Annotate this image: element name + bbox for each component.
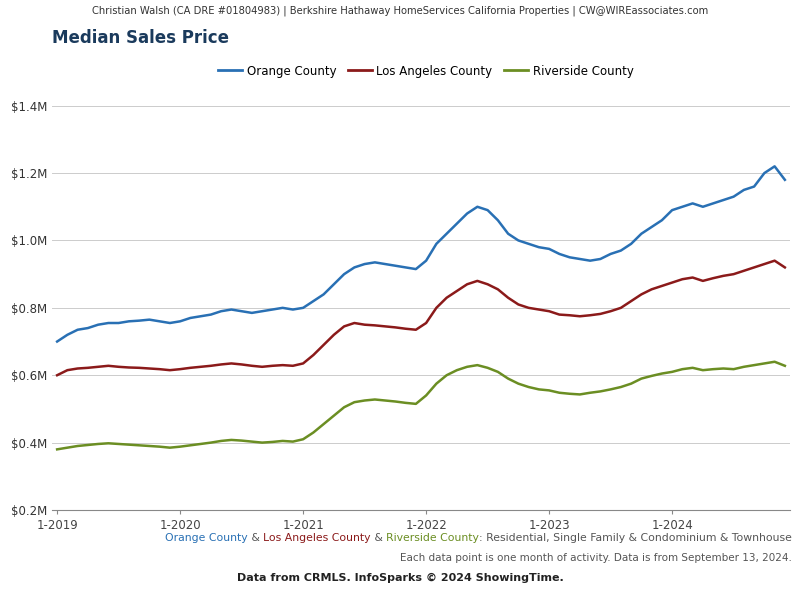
Text: Christian Walsh (CA DRE #01804983) | Berkshire Hathaway HomeServices California : Christian Walsh (CA DRE #01804983) | Ber…: [92, 6, 708, 16]
Text: &: &: [371, 533, 386, 543]
Text: Data from CRMLS. InfoSparks © 2024 ShowingTime.: Data from CRMLS. InfoSparks © 2024 Showi…: [237, 573, 563, 583]
Text: Los Angeles County: Los Angeles County: [263, 533, 371, 543]
Text: Riverside County: Riverside County: [386, 533, 479, 543]
Text: : Residential, Single Family & Condominium & Townhouse: : Residential, Single Family & Condomini…: [479, 533, 792, 543]
Text: Each data point is one month of activity. Data is from September 13, 2024.: Each data point is one month of activity…: [400, 553, 792, 563]
Text: Orange County: Orange County: [166, 533, 248, 543]
Text: &: &: [248, 533, 263, 543]
Legend: Orange County, Los Angeles County, Riverside County: Orange County, Los Angeles County, River…: [214, 60, 638, 82]
Text: Median Sales Price: Median Sales Price: [52, 29, 229, 47]
